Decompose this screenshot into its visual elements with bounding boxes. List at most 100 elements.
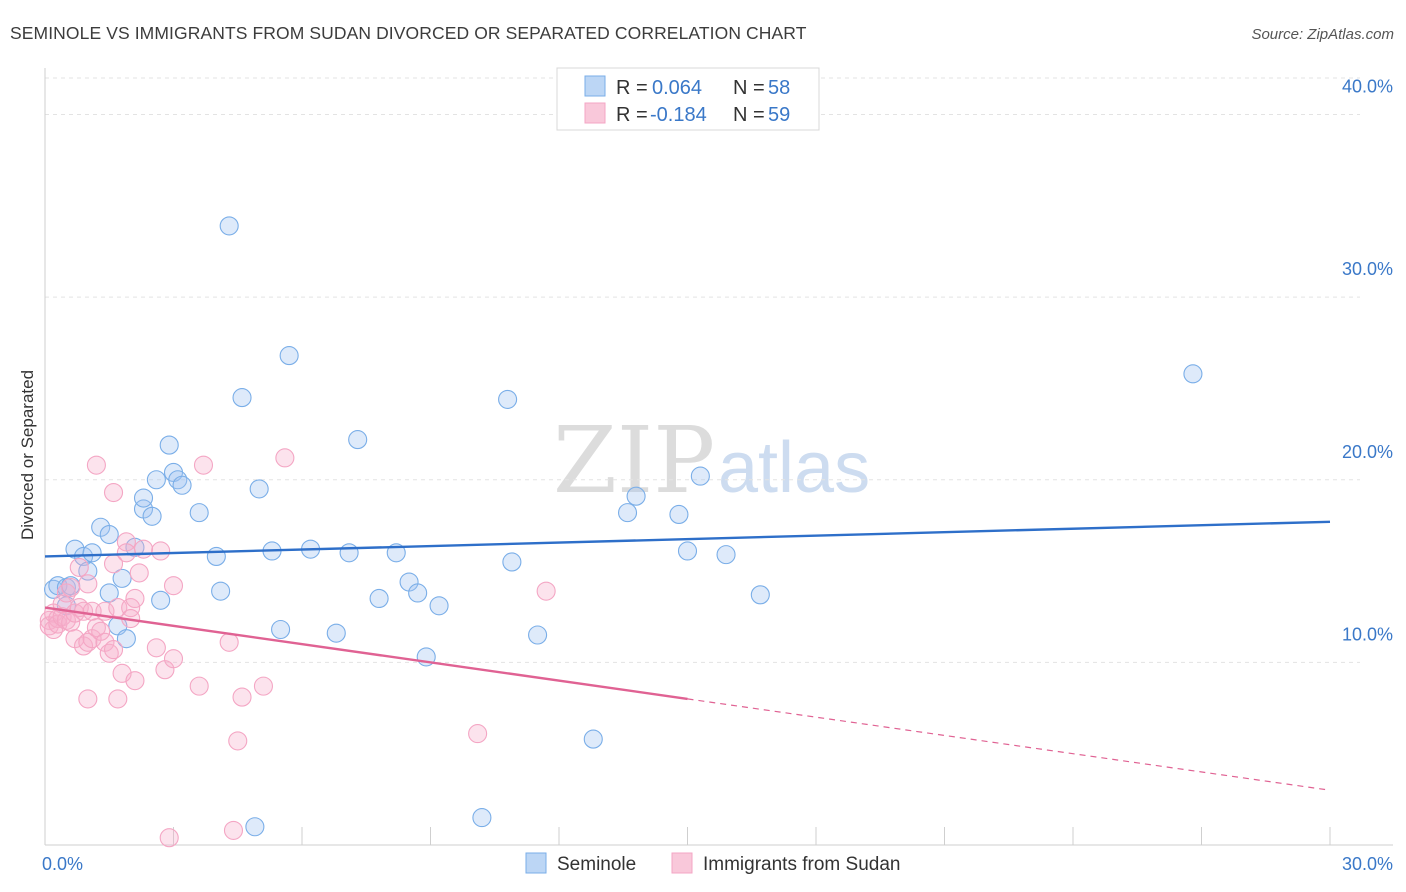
grid [45,77,1360,663]
seminole-trend-line [44,520,1331,558]
seminole-point [189,503,209,523]
seminole-point [690,466,710,486]
sudan-trend-extension [687,698,1331,791]
sudan-point [69,557,89,577]
seminole-point [528,625,548,645]
seminole-point [279,346,299,366]
sudan-point [275,448,295,468]
y-tick-label: 20.0% [1342,442,1393,462]
sudan-point [151,541,171,561]
sudan-point [116,532,136,552]
seminole-point [386,543,406,563]
bottom-legend-swatch-seminole [525,852,547,874]
seminole-point [159,435,179,455]
seminole-point [326,623,346,643]
sudan-point [86,455,106,475]
sudan-point [125,671,145,691]
seminole-point [146,470,166,490]
chart-title: SEMINOLE VS IMMIGRANTS FROM SUDAN DIVORC… [10,23,807,43]
sudan-point [228,731,248,751]
seminole-point [249,479,269,499]
seminole-point [750,585,770,605]
seminole-point [112,568,132,588]
watermark-zip: ZIP [553,407,715,514]
bottom-legend: Seminole Immigrants from Sudan [525,852,900,875]
legend-swatch-seminole [584,75,606,97]
x-tick-label-min: 0.0% [42,854,83,874]
points [39,216,1203,848]
seminole-point [172,475,192,495]
sudan-point [78,689,98,709]
legend-n-label-1: N = [733,77,765,99]
sudan-point [536,581,556,601]
bottom-legend-sudan: Immigrants from Sudan [703,854,900,875]
seminole-point [408,583,428,603]
bottom-legend-seminole: Seminole [557,854,636,875]
sudan-point [116,543,136,563]
legend-r-value-2: -0.184 [650,104,707,126]
seminole-point [348,430,368,450]
bottom-legend-swatch-sudan [671,852,693,874]
watermark-atlas: atlas [718,428,870,508]
seminole-point [232,388,252,408]
y-tick-label: 40.0% [1342,77,1393,97]
sudan-point [146,638,166,658]
x-tick-label-max: 30.0% [1342,854,1393,874]
y-axis-label: Divorced or Separated [18,370,37,540]
seminole-point [1183,364,1203,384]
legend-r-value-1: 0.064 [652,77,702,99]
sudan-point [61,577,81,598]
seminole-point [502,552,522,572]
y-tick-label: 30.0% [1342,259,1393,279]
seminole-point [617,503,638,523]
legend-n-label-2: N = [733,104,765,126]
legend-r-label-2: R = [616,104,648,126]
sudan-point [253,676,274,696]
sudan-point [193,455,214,475]
legend-n-value-2: 59 [768,104,790,126]
sudan-point [163,649,184,669]
seminole-point [142,506,162,526]
seminole-point [498,389,518,409]
legend-swatch-sudan [584,102,606,124]
sudan-point [129,563,149,583]
seminole-point [669,504,689,525]
sudan-point [468,724,488,744]
sudan-point [163,576,184,596]
sudan-point [159,828,179,848]
seminole-point [99,524,119,545]
legend-r-label-1: R = [616,77,648,99]
seminole-point [151,590,171,610]
seminole-point [429,596,449,616]
seminole-point [716,545,736,565]
axes: 10.0% 20.0% 30.0% 40.0% 0.0% 30.0% [42,68,1393,874]
y-tick-label: 10.0% [1342,624,1393,644]
sudan-point [219,632,239,652]
sudan-point [108,689,128,709]
sudan-point [133,539,154,559]
sudan-point [78,574,98,594]
seminole-point [339,543,359,563]
seminole-point [271,619,291,640]
sudan-point [91,621,111,641]
sudan-point [189,676,209,696]
seminole-point [116,629,136,649]
seminole-point [99,583,119,603]
source-label: Source: ZipAtlas.com [1251,26,1394,43]
seminole-point [472,808,492,828]
seminole-point [369,588,389,609]
sudan-point [103,482,124,503]
sudan-point [223,820,244,840]
trend-lines [44,520,1331,791]
sudan-trend-line [44,606,688,701]
seminole-point [219,216,239,236]
seminole-point [626,486,646,506]
legend-n-value-1: 58 [768,77,790,99]
seminole-point [206,546,226,567]
seminole-point [245,817,265,837]
seminole-point [677,541,698,561]
sudan-point [121,598,141,618]
seminole-point [583,729,603,749]
sudan-point [232,687,252,707]
